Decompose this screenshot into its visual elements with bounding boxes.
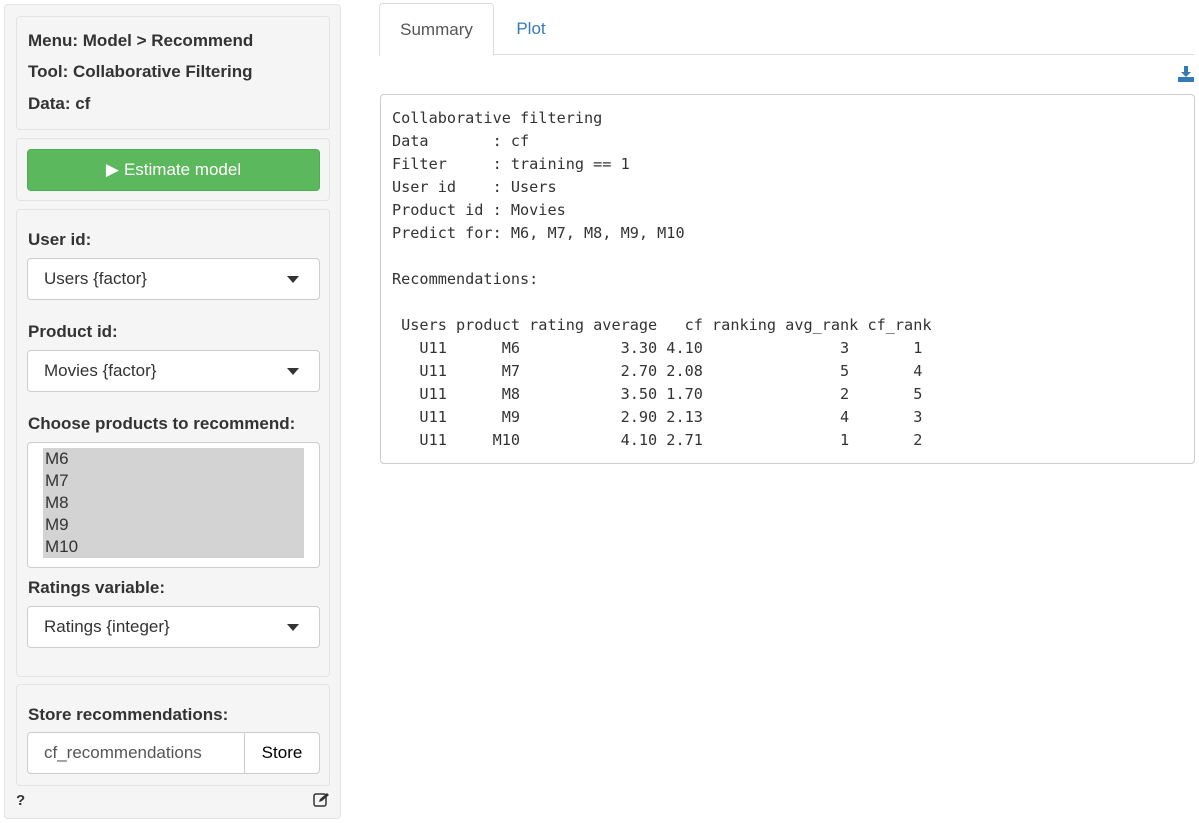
product-option[interactable]: M10 [43, 536, 304, 558]
ratings-select[interactable]: Ratings {integer} [27, 606, 320, 648]
summary-output: Collaborative filtering Data : cf Filter :… [380, 94, 1195, 464]
output-line [392, 245, 1183, 268]
caret-down-icon [287, 624, 299, 631]
store-name-input[interactable]: cf_recommendations [27, 732, 245, 774]
table-row: U11 M8 3.50 1.70 2 5 [392, 385, 923, 403]
dataset-name: Data: cf [28, 94, 91, 113]
product-id-label: Product id: [28, 322, 118, 341]
output-line [392, 291, 1183, 314]
sidebar: Menu: Model > Recommend Tool: Collaborat… [4, 4, 341, 819]
table-header: Users product rating average cf ranking … [392, 316, 932, 334]
ratings-value: Ratings {integer} [44, 617, 170, 636]
tab-bar: Summary Plot [379, 3, 1194, 56]
ratings-label: Ratings variable: [28, 578, 165, 597]
product-id-select[interactable]: Movies {factor} [27, 350, 320, 392]
output-line: Data : cf [392, 132, 530, 150]
estimate-panel: ▶ Estimate model [16, 138, 330, 201]
inputs-panel: User id: Users {factor} Product id: Movi… [16, 209, 330, 677]
estimate-model-button[interactable]: ▶ Estimate model [27, 149, 320, 191]
product-option[interactable]: M8 [43, 492, 304, 514]
info-panel: Menu: Model > Recommend Tool: Collaborat… [16, 16, 330, 130]
table-row: U11 M10 4.10 2.71 1 2 [392, 431, 923, 449]
table-row: U11 M6 3.30 4.10 3 1 [392, 339, 923, 357]
download-icon[interactable] [1178, 66, 1194, 82]
play-icon: ▶ [105, 160, 119, 179]
product-option[interactable]: M6 [43, 448, 304, 470]
user-id-label: User id: [28, 230, 92, 249]
tool-name: Tool: Collaborative Filtering [28, 62, 253, 81]
products-multiselect[interactable]: M6 M7 M8 M9 M10 [27, 442, 320, 568]
output-line: User id : Users [392, 178, 557, 196]
store-button[interactable]: Store [244, 732, 320, 774]
output-line: Recommendations: [392, 270, 539, 288]
product-id-value: Movies {factor} [44, 361, 157, 380]
product-option[interactable]: M9 [43, 514, 304, 536]
estimate-label: Estimate model [123, 160, 242, 179]
output-line: Filter : training == 1 [392, 155, 630, 173]
output-line: Product id : Movies [392, 201, 566, 219]
user-id-select[interactable]: Users {factor} [27, 258, 320, 300]
product-option[interactable]: M7 [43, 470, 304, 492]
table-row: U11 M7 2.70 2.08 5 4 [392, 362, 923, 380]
table-row: U11 M9 2.90 2.13 4 3 [392, 408, 923, 426]
output-line: Collaborative filtering [392, 109, 603, 127]
caret-down-icon [287, 276, 299, 283]
output-line: Predict for: M6, M7, M8, M9, M10 [392, 224, 685, 242]
tab-summary[interactable]: Summary [379, 3, 494, 56]
tab-plot[interactable]: Plot [516, 19, 546, 38]
caret-down-icon [287, 368, 299, 375]
user-id-value: Users {factor} [44, 269, 147, 288]
store-panel: Store recommendations: cf_recommendation… [16, 684, 330, 786]
menu-path: Menu: Model > Recommend [28, 31, 254, 50]
help-icon[interactable]: ? [16, 792, 26, 809]
choose-products-label: Choose products to recommend: [28, 414, 296, 433]
store-label: Store recommendations: [28, 705, 229, 724]
edit-icon[interactable] [313, 792, 330, 807]
